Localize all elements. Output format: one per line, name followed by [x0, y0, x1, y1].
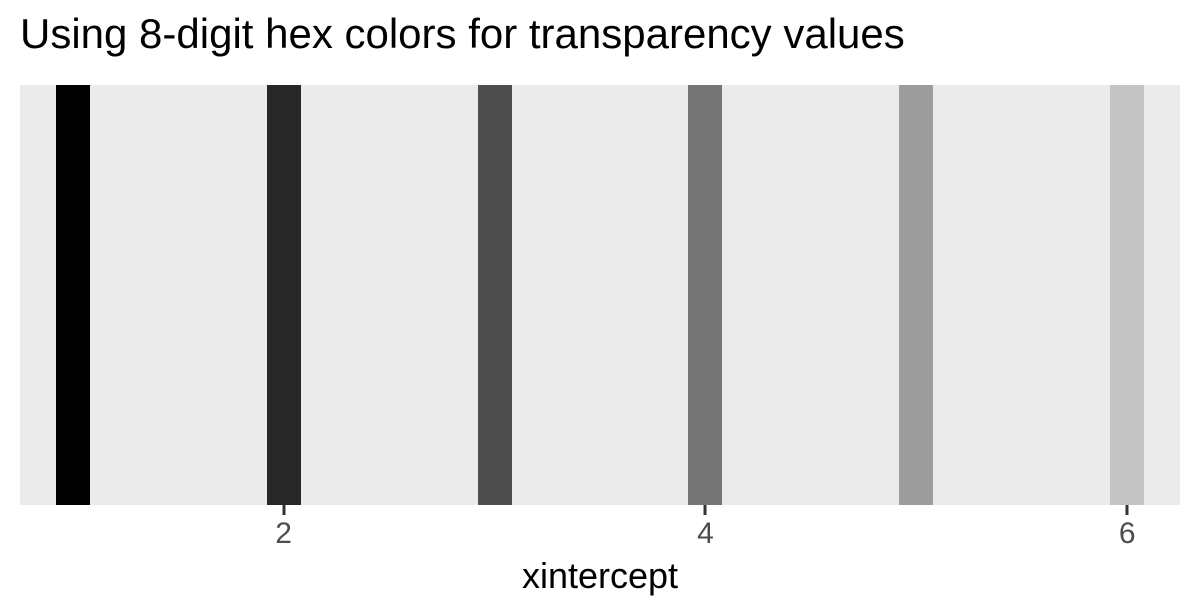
chart-title: Using 8-digit hex colors for transparenc…	[20, 10, 905, 58]
x-axis: 246	[20, 505, 1180, 545]
x-tick	[282, 505, 285, 515]
x-axis-title: xintercept	[0, 555, 1200, 597]
x-tick-label: 2	[275, 517, 292, 551]
x-tick	[704, 505, 707, 515]
plot-panel	[20, 85, 1180, 505]
vline-1	[56, 85, 90, 505]
vline-6	[1110, 85, 1144, 505]
vline-2	[267, 85, 301, 505]
x-tick-label: 4	[697, 517, 714, 551]
vline-5	[899, 85, 933, 505]
chart-container: Using 8-digit hex colors for transparenc…	[0, 0, 1200, 600]
x-tick-label: 6	[1119, 517, 1136, 551]
vline-3	[478, 85, 512, 505]
x-tick	[1126, 505, 1129, 515]
vline-4	[688, 85, 722, 505]
